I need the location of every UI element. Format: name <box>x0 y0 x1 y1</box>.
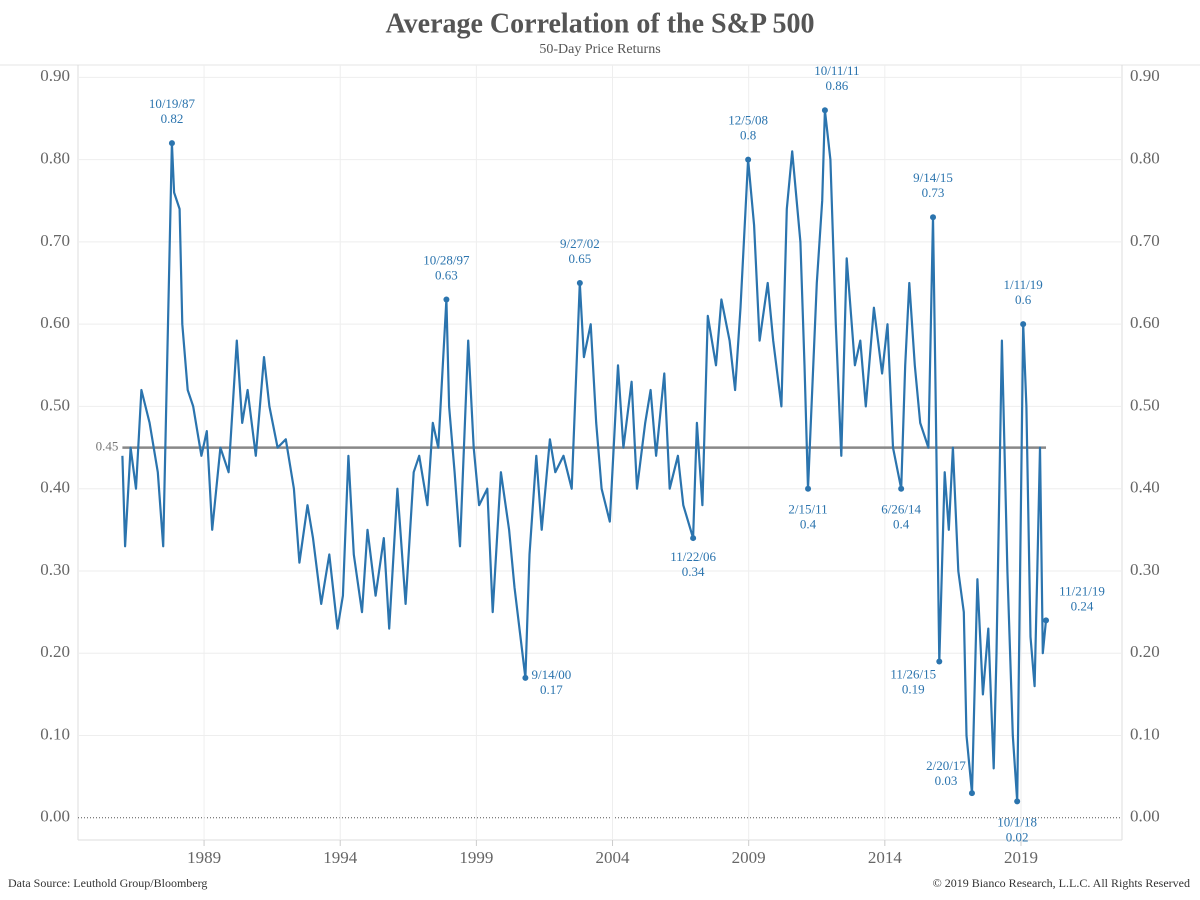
annotation-date: 12/5/08 <box>728 113 768 128</box>
annotation-dot <box>1043 617 1050 624</box>
annotation-value: 0.82 <box>161 111 184 126</box>
annotation-dot <box>443 296 450 303</box>
y-tick-label: 0.50 <box>40 395 70 414</box>
annotation-value: 0.17 <box>540 682 563 697</box>
annotation-dot <box>821 107 828 114</box>
annotation-date: 11/22/06 <box>670 549 716 564</box>
y-tick-label: 0.00 <box>40 807 70 826</box>
x-tick-label: 1989 <box>187 848 221 867</box>
source-note: Data Source: Leuthold Group/Bloomberg <box>8 876 207 890</box>
annotation-dot <box>1020 321 1027 328</box>
y-tick-label: 0.90 <box>40 66 70 85</box>
y2-tick-label: 0.00 <box>1130 807 1160 826</box>
x-tick-label: 1999 <box>459 848 493 867</box>
y2-tick-label: 0.80 <box>1130 149 1160 168</box>
annotation-value: 0.4 <box>800 517 817 532</box>
annotation-value: 0.86 <box>826 78 849 93</box>
x-tick-label: 2019 <box>1004 848 1038 867</box>
y-tick-label: 0.40 <box>40 478 70 497</box>
annotation-value: 0.65 <box>568 251 591 266</box>
y2-tick-label: 0.70 <box>1130 231 1160 250</box>
annotation-value: 0.03 <box>935 773 958 788</box>
y2-tick-label: 0.60 <box>1130 313 1160 332</box>
y-tick-label: 0.20 <box>40 642 70 661</box>
annotation-date: 9/27/02 <box>560 236 600 251</box>
annotation-date: 10/19/87 <box>149 96 196 111</box>
annotation-value: 0.63 <box>435 267 458 282</box>
y-tick-label: 0.30 <box>40 560 70 579</box>
annotation-dot <box>690 535 697 542</box>
annotation-date: 11/26/15 <box>890 666 936 681</box>
annotation-value: 0.24 <box>1071 598 1094 613</box>
mean-label: 0.45 <box>96 439 119 454</box>
y2-tick-label: 0.10 <box>1130 724 1160 743</box>
y2-tick-label: 0.20 <box>1130 642 1160 661</box>
annotation-date: 10/28/97 <box>423 252 470 267</box>
annotation-value: 0.73 <box>922 185 945 200</box>
annotation-date: 10/1/18 <box>997 814 1037 829</box>
annotation-value: 0.6 <box>1015 292 1032 307</box>
x-tick-label: 2009 <box>732 848 766 867</box>
annotation-dot <box>522 674 529 681</box>
annotation-dot <box>805 485 812 492</box>
x-tick-label: 1994 <box>323 848 358 867</box>
annotation-value: 0.02 <box>1006 829 1029 844</box>
series-line <box>121 109 1048 803</box>
annotation-dot <box>898 485 905 492</box>
y-tick-label: 0.60 <box>40 313 70 332</box>
chart-title: Average Correlation of the S&P 500 <box>386 8 815 39</box>
annotation-dot <box>936 658 943 665</box>
annotation-date: 9/14/00 <box>532 667 572 682</box>
x-tick-label: 2014 <box>868 848 903 867</box>
annotation-dot <box>1014 798 1021 805</box>
copyright-note: © 2019 Bianco Research, L.L.C. All Right… <box>933 876 1190 890</box>
y-tick-label: 0.80 <box>40 149 70 168</box>
annotation-dot <box>576 280 583 287</box>
y2-tick-label: 0.40 <box>1130 478 1160 497</box>
annotation-date: 1/11/19 <box>1004 277 1043 292</box>
annotation-value: 0.8 <box>740 128 756 143</box>
annotation-date: 6/26/14 <box>881 502 921 517</box>
y-tick-label: 0.70 <box>40 231 70 250</box>
annotation-date: 10/11/11 <box>814 63 859 78</box>
annotation-dot <box>745 156 752 163</box>
annotation-dot <box>930 214 937 221</box>
annotation-date: 2/15/11 <box>788 502 827 517</box>
y2-tick-label: 0.50 <box>1130 395 1160 414</box>
annotation-dot <box>968 790 975 797</box>
y-tick-label: 0.10 <box>40 724 70 743</box>
annotation-date: 2/20/17 <box>926 758 966 773</box>
y2-tick-label: 0.30 <box>1130 560 1160 579</box>
annotation-date: 11/21/19 <box>1059 583 1105 598</box>
annotation-value: 0.34 <box>682 564 705 579</box>
y2-tick-label: 0.90 <box>1130 66 1160 85</box>
chart-subtitle: 50-Day Price Returns <box>539 42 660 57</box>
annotation-date: 9/14/15 <box>913 170 953 185</box>
annotation-value: 0.4 <box>893 517 910 532</box>
annotation-dot <box>168 140 175 147</box>
x-tick-label: 2004 <box>596 848 631 867</box>
annotation-value: 0.19 <box>902 681 925 696</box>
